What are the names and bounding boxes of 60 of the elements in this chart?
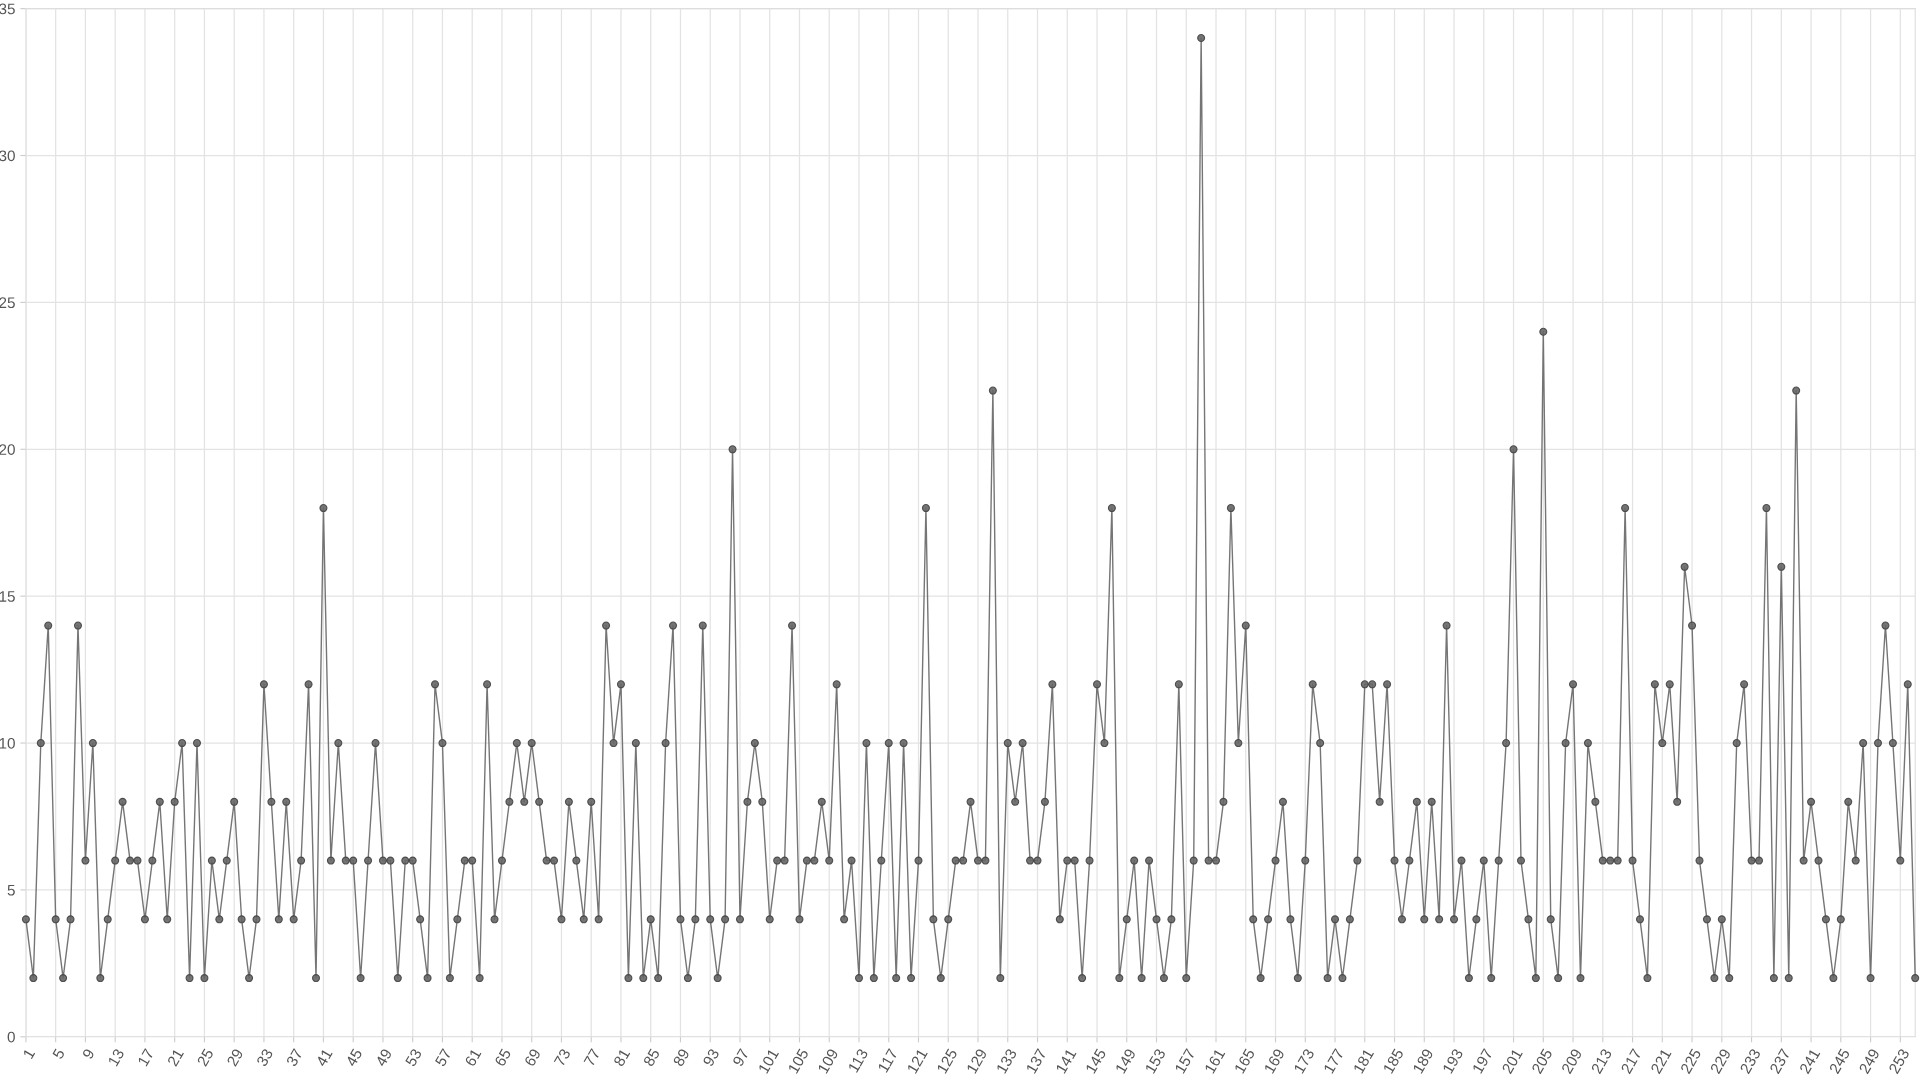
x-tick-label: 61	[464, 1048, 482, 1067]
x-tick-label: 201	[1501, 1048, 1523, 1075]
x-tick-label: 57	[434, 1048, 452, 1068]
x-tick-label: 13	[107, 1048, 125, 1067]
x-tick-label: 249	[1858, 1048, 1880, 1075]
x-tick-label: 233	[1739, 1048, 1761, 1075]
y-tick-label: 5	[7, 884, 15, 896]
x-tick-label: 189	[1412, 1048, 1434, 1074]
x-tick-label: 65	[494, 1047, 512, 1067]
x-tick-label: 21	[166, 1048, 184, 1067]
y-tick-label: 35	[0, 3, 15, 15]
x-tick-label: 49	[374, 1048, 393, 1068]
x-tick-label: 149	[1114, 1048, 1137, 1074]
x-tick-label: 225	[1680, 1047, 1702, 1075]
x-tick-label: 133	[995, 1048, 1018, 1074]
x-tick-label: 89	[672, 1048, 690, 1067]
x-tick-label: 29	[226, 1048, 244, 1067]
x-tick-label: 97	[732, 1048, 750, 1067]
x-tick-label: 77	[583, 1048, 601, 1067]
x-tick-label: 93	[702, 1048, 720, 1067]
x-tick-label: 25	[196, 1047, 214, 1067]
y-tick-label: 10	[0, 737, 15, 749]
x-tick-label: 129	[966, 1048, 988, 1074]
y-tick-label: 15	[0, 591, 15, 602]
x-tick-label: 193	[1442, 1048, 1464, 1074]
x-tick-label: 173	[1293, 1048, 1315, 1074]
x-tick-label: 45	[345, 1048, 363, 1068]
x-tick-label: 9	[81, 1048, 95, 1060]
x-tick-label: 253	[1888, 1048, 1910, 1075]
x-tick-label: 53	[404, 1048, 423, 1068]
x-tick-label: 41	[315, 1048, 333, 1068]
x-tick-label: 17	[137, 1048, 155, 1067]
x-tick-label: 113	[847, 1048, 869, 1073]
x-tick-label: 85	[642, 1047, 661, 1067]
x-tick-label: 221	[1650, 1048, 1672, 1075]
x-tick-label: 145	[1085, 1048, 1107, 1074]
x-tick-label: 1	[22, 1048, 36, 1060]
x-tick-label: 229	[1709, 1048, 1732, 1075]
x-tick-label: 5	[52, 1048, 66, 1060]
y-tick-label: 25	[0, 297, 15, 309]
x-tick-label: 37	[285, 1048, 304, 1068]
y-tick-label: 20	[0, 444, 15, 455]
x-tick-label: 153	[1144, 1048, 1166, 1074]
x-tick-label: 33	[256, 1048, 274, 1068]
x-tick-label: 81	[613, 1048, 631, 1067]
x-tick-label: 109	[817, 1048, 839, 1074]
x-tick-label: 141	[1055, 1048, 1077, 1074]
y-tick-label: 0	[7, 1031, 15, 1043]
x-tick-label: 209	[1561, 1048, 1583, 1075]
x-tick-label: 181	[1352, 1048, 1375, 1074]
x-tick-label: 117	[877, 1048, 898, 1073]
x-tick-label: 213	[1590, 1048, 1613, 1075]
x-tick-label: 73	[553, 1048, 571, 1067]
x-tick-label: 169	[1263, 1048, 1285, 1074]
y-tick-label: 30	[0, 150, 15, 162]
x-tick-label: 69	[523, 1048, 542, 1067]
x-tick-label: 101	[757, 1048, 780, 1074]
x-tick-label: 161	[1204, 1048, 1226, 1074]
x-tick-label: 121	[906, 1048, 928, 1074]
x-tick-label: 241	[1799, 1048, 1821, 1075]
